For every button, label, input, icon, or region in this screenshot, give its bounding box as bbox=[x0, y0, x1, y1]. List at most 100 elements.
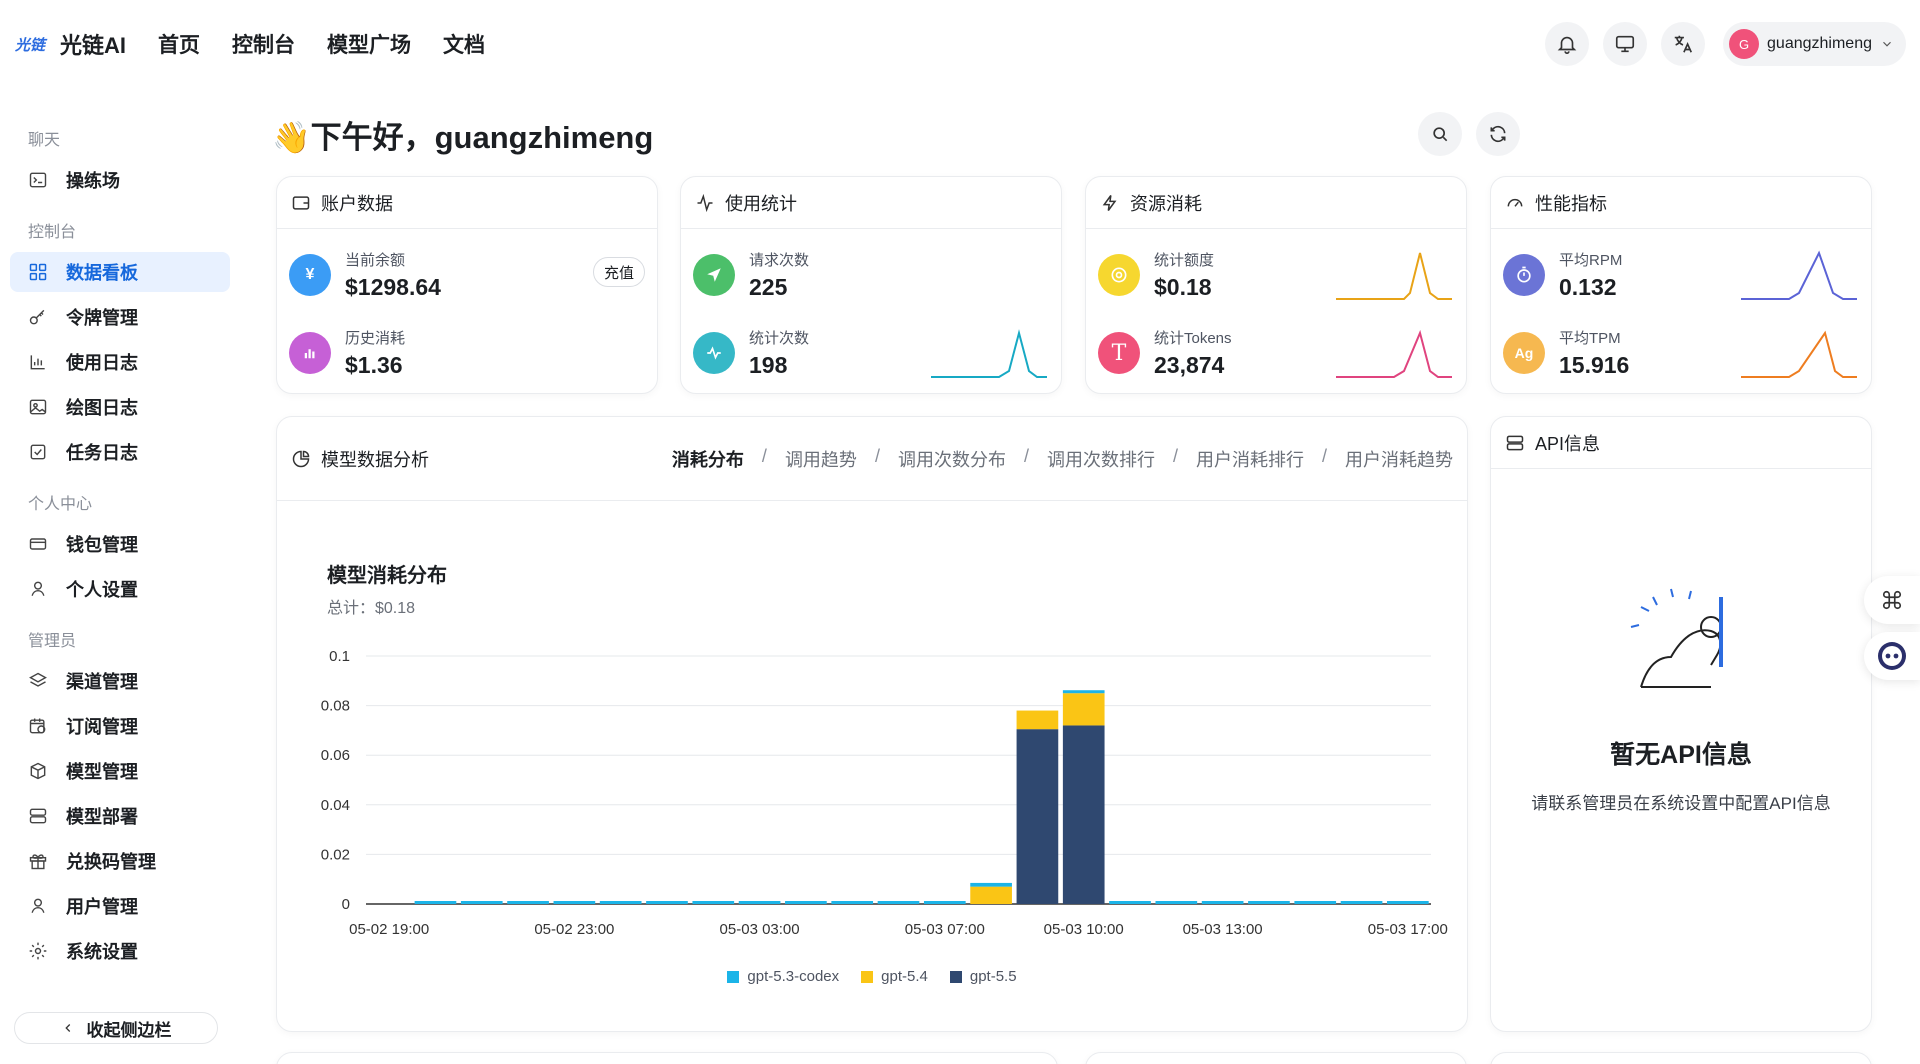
nav-console[interactable]: 控制台 bbox=[232, 34, 296, 57]
sidebar-item-redeem[interactable]: 兑换码管理 bbox=[10, 841, 230, 881]
chart-title: 模型消耗分布 bbox=[327, 565, 447, 587]
bar-segment[interactable] bbox=[646, 901, 688, 904]
stat-label: 统计次数 bbox=[749, 330, 810, 347]
tab-user-cost-ranking[interactable]: 用户消耗排行 bbox=[1195, 449, 1304, 470]
tab-cost-distribution[interactable]: 消耗分布 bbox=[671, 449, 744, 470]
bar-segment[interactable] bbox=[970, 882, 1012, 887]
legend-item[interactable]: gpt-5.3-codex bbox=[727, 968, 839, 985]
rpm-stat: 平均RPM 0.132 bbox=[1503, 249, 1622, 301]
legend-item[interactable]: gpt-5.5 bbox=[949, 968, 1017, 985]
legend-item[interactable]: gpt-5.4 bbox=[861, 968, 928, 985]
sidebar-item-settings[interactable]: 系统设置 bbox=[10, 931, 230, 971]
sidebar-item-task-log[interactable]: 任务日志 bbox=[10, 432, 230, 472]
bell-icon[interactable] bbox=[1545, 22, 1590, 66]
image-icon bbox=[29, 399, 47, 415]
bar-segment[interactable] bbox=[460, 901, 503, 904]
shortcut-float-button[interactable] bbox=[1864, 576, 1920, 624]
gear-icon bbox=[29, 942, 47, 960]
user-menu[interactable]: G guangzhimeng bbox=[1723, 22, 1906, 66]
bar-segment[interactable] bbox=[923, 901, 966, 904]
sidebar-item-models[interactable]: 模型管理 bbox=[10, 751, 230, 791]
nav-model-square[interactable]: 模型广场 bbox=[327, 34, 412, 57]
bar-segment[interactable] bbox=[1340, 901, 1383, 904]
bar-segment[interactable] bbox=[1155, 901, 1198, 904]
stat-label: 平均RPM bbox=[1559, 252, 1623, 269]
quota-stat: 统计额度 $0.18 bbox=[1098, 249, 1214, 301]
bar-segment[interactable] bbox=[1016, 710, 1059, 730]
bar-segment[interactable] bbox=[1109, 901, 1151, 904]
sidebar-item-channels[interactable]: 渠道管理 bbox=[10, 661, 230, 701]
sparkline bbox=[931, 329, 1047, 378]
tab-call-distribution[interactable]: 调用次数分布 bbox=[897, 449, 1006, 470]
bar-segment[interactable] bbox=[1294, 901, 1337, 904]
bar-segment[interactable] bbox=[738, 901, 781, 904]
empty-title: 暂无API信息 bbox=[1610, 741, 1752, 769]
bar-segment[interactable] bbox=[1062, 690, 1105, 694]
card-header: 性能指标 bbox=[1491, 177, 1871, 229]
stat-value: 15.916 bbox=[1559, 352, 1630, 378]
assistant-float-button[interactable] bbox=[1864, 632, 1920, 680]
bar-segment[interactable] bbox=[1201, 901, 1244, 904]
gift-icon bbox=[29, 854, 47, 870]
sidebar-item-deploy[interactable]: 模型部署 bbox=[10, 796, 230, 836]
api-info-card: API信息 暂无API信息 请联系管理员在系统设置中配置API信息 bbox=[1490, 416, 1872, 1032]
logo[interactable]: 光链 光链AI bbox=[14, 28, 126, 60]
bar-segment[interactable] bbox=[1062, 725, 1105, 904]
collapse-label: 收起侧边栏 bbox=[86, 1020, 172, 1040]
sidebar-item-usage-log[interactable]: 使用日志 bbox=[10, 342, 230, 382]
card-title: API信息 bbox=[1535, 433, 1601, 454]
sidebar-item-drawing-log[interactable]: 绘图日志 bbox=[10, 387, 230, 427]
bar-segment[interactable] bbox=[1016, 729, 1059, 904]
calendar-clock-icon bbox=[29, 718, 46, 734]
nav-home[interactable]: 首页 bbox=[158, 34, 201, 57]
bar-segment[interactable] bbox=[877, 901, 920, 904]
bar-segment[interactable] bbox=[1387, 901, 1429, 904]
x-tick-label: 05-02 19:00 bbox=[349, 921, 429, 938]
refresh-icon[interactable] bbox=[1476, 112, 1520, 156]
bar-segment[interactable] bbox=[1248, 901, 1290, 904]
legend-label: gpt-5.5 bbox=[969, 968, 1017, 985]
sidebar-group-admin: 管理员 bbox=[28, 633, 77, 650]
monitor-icon[interactable] bbox=[1603, 22, 1648, 66]
sidebar-item-dashboard[interactable]: 数据看板 bbox=[10, 252, 230, 292]
bar-segment[interactable] bbox=[553, 901, 596, 904]
collapse-sidebar-button[interactable]: 收起侧边栏 bbox=[14, 1012, 218, 1044]
sidebar-item-profile[interactable]: 个人设置 bbox=[10, 569, 230, 609]
command-icon bbox=[1882, 590, 1902, 610]
performance-card: 性能指标 平均RPM 0.132 Ag 平均TPM 15.916 bbox=[1490, 176, 1872, 394]
sidebar-item-tokens[interactable]: 令牌管理 bbox=[10, 297, 230, 337]
bar-segment[interactable] bbox=[414, 901, 457, 904]
bar-segment[interactable] bbox=[599, 901, 642, 904]
sidebar-item-label: 绘图日志 bbox=[66, 398, 138, 418]
chevron-left-icon bbox=[64, 1024, 70, 1032]
stat-value: 225 bbox=[749, 274, 788, 300]
bar-segment[interactable] bbox=[831, 901, 874, 904]
stat-value: 23,874 bbox=[1154, 352, 1225, 378]
search-icon[interactable] bbox=[1418, 112, 1462, 156]
bar-segment[interactable] bbox=[692, 901, 735, 904]
spent-stat: 历史消耗 $1.36 bbox=[289, 327, 405, 379]
timer-icon bbox=[1503, 254, 1545, 296]
nav-docs[interactable]: 文档 bbox=[443, 34, 486, 57]
bar-segment[interactable] bbox=[785, 901, 827, 904]
x-tick-label: 05-02 23:00 bbox=[534, 921, 614, 938]
tab-user-cost-trend[interactable]: 用户消耗趋势 bbox=[1345, 449, 1453, 470]
sidebar-item-wallet[interactable]: 钱包管理 bbox=[10, 524, 230, 564]
bar-segment[interactable] bbox=[970, 886, 1012, 904]
key-icon bbox=[29, 309, 45, 325]
coin-icon: ¥ bbox=[289, 254, 331, 296]
sidebar-item-label: 模型部署 bbox=[66, 807, 138, 827]
greeting-actions bbox=[1418, 112, 1520, 156]
sidebar-item-subscriptions[interactable]: 订阅管理 bbox=[10, 706, 230, 746]
tab-call-ranking[interactable]: 调用次数排行 bbox=[1046, 449, 1155, 470]
bar-segment[interactable] bbox=[1062, 693, 1105, 726]
bar-segment[interactable] bbox=[507, 901, 549, 904]
sidebar-item-users[interactable]: 用户管理 bbox=[10, 886, 230, 926]
logo-mark: 光链 bbox=[14, 35, 45, 54]
recharge-button[interactable]: 充值 bbox=[592, 257, 645, 287]
tab-call-trend[interactable]: 调用趋势 bbox=[784, 449, 857, 470]
resource-card: 资源消耗 统计额度 $0.18 T 统计Tokens 23,874 bbox=[1085, 176, 1467, 394]
legend-label: gpt-5.4 bbox=[881, 968, 928, 985]
translate-icon[interactable] bbox=[1661, 22, 1706, 66]
sidebar-item-playground[interactable]: 操练场 bbox=[10, 160, 230, 200]
